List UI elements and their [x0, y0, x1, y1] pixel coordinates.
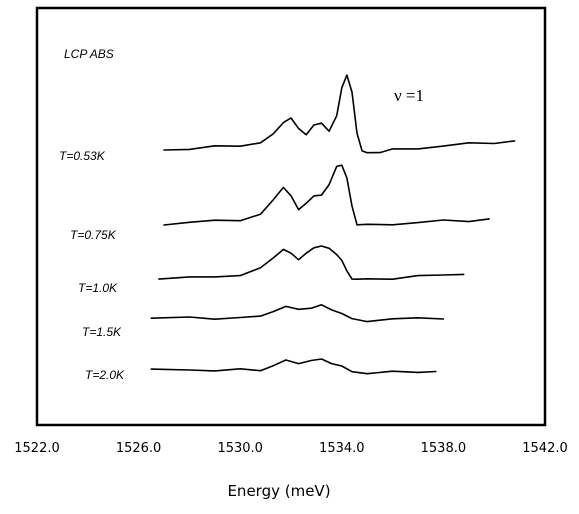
- plot-frame: [35, 6, 547, 427]
- annotation-lcp-abs: LCP ABS: [64, 47, 114, 61]
- x-tick-label: 1530.0: [217, 441, 263, 456]
- x-tick-label: 1522.0: [14, 441, 60, 456]
- series-line-t053k: [163, 74, 516, 154]
- series-label: T=0.75K: [70, 228, 117, 242]
- series-line-t15k: [150, 303, 445, 323]
- series-line-t10k: [158, 245, 465, 281]
- annotation-nu: ν =1: [394, 86, 424, 105]
- traces: [150, 74, 516, 375]
- series-label: T=1.0K: [78, 281, 118, 295]
- series-label: T=0.53K: [59, 149, 106, 163]
- x-axis-label: Energy (meV): [227, 482, 330, 500]
- series-label: T=2.0K: [85, 368, 125, 382]
- series-line-t075k: [163, 164, 490, 226]
- series-labels: T=0.53K T=0.75K T=1.0K T=1.5K T=2.0K: [59, 149, 125, 382]
- x-tick-label: 1538.0: [421, 441, 467, 456]
- x-tick-labels: 1522.0 1526.0 1530.0 1534.0 1538.0 1542.0: [14, 441, 568, 456]
- x-tick-label: 1534.0: [319, 441, 365, 456]
- x-tick-label: 1542.0: [522, 441, 568, 456]
- series-line-t20k: [150, 358, 437, 375]
- x-tick-label: 1526.0: [116, 441, 162, 456]
- series-label: T=1.5K: [82, 325, 122, 339]
